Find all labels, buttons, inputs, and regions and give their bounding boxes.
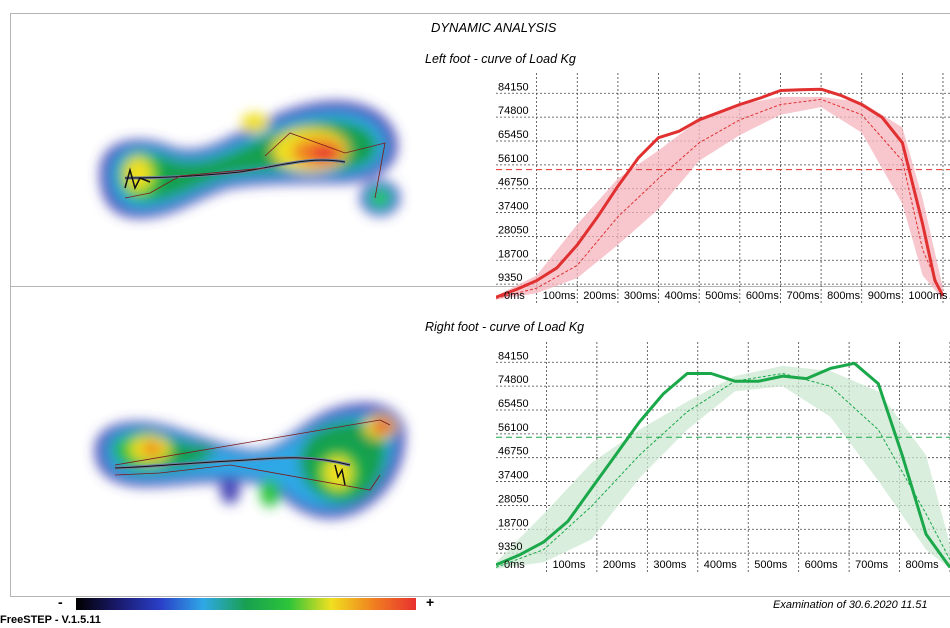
load-curve <box>496 361 950 569</box>
scale-plus-label: + <box>426 594 435 610</box>
x-tick-label: 600ms <box>746 290 780 302</box>
left-foot-title: Left foot - curve of Load Kg <box>425 52 576 66</box>
y-tick-label: 9350 <box>498 541 522 553</box>
y-tick-label: 18700 <box>498 517 529 529</box>
right-foot-load-chart: 84150 74800 65450 56100 46750 37400 28050 18700… <box>496 342 950 573</box>
average-load-curve <box>496 98 944 299</box>
y-tick-label: 18700 <box>498 248 529 260</box>
x-tick-label: 200ms <box>583 290 617 302</box>
y-tick-label: 84150 <box>498 81 529 93</box>
right-foot-load-plot: 84150 74800 65450 56100 46750 37400 28050 18700… <box>496 342 950 573</box>
y-tick-label: 28050 <box>498 224 529 236</box>
x-tick-label: 300ms <box>653 559 687 571</box>
right-foot-pressure-map <box>95 403 405 519</box>
y-tick-label: 65450 <box>498 129 529 141</box>
y-tick-label: 46750 <box>498 177 529 189</box>
x-tick-label: 0ms <box>504 559 525 571</box>
x-tick-label: 700ms <box>786 290 820 302</box>
left-foot-load-chart: 84150 74800 65450 56100 46750 37400 28050 18700… <box>496 73 950 304</box>
report-title: DYNAMIC ANALYSIS <box>431 20 557 35</box>
scale-minus-label: - <box>58 594 63 610</box>
y-tick-label: 65450 <box>498 398 529 410</box>
x-tick-label: 0ms <box>504 290 525 302</box>
section-divider <box>10 286 950 287</box>
x-tick-label: 800ms <box>906 559 940 571</box>
y-tick-label: 28050 <box>498 493 529 505</box>
y-tick-label: 74800 <box>498 105 529 117</box>
x-tick-label: 1000ms <box>908 290 948 302</box>
app-version: FreeSTEP - V.1.5.11 <box>0 614 101 626</box>
y-tick-label: 37400 <box>498 201 529 213</box>
x-tick-label: 300ms <box>624 290 658 302</box>
x-tick-label: 600ms <box>805 559 839 571</box>
y-tick-label: 37400 <box>498 470 529 482</box>
x-tick-label: 400ms <box>665 290 699 302</box>
x-tick-label: 100ms <box>543 290 577 302</box>
load-curve <box>496 87 945 299</box>
x-tick-label: 700ms <box>855 559 889 571</box>
load-range-band <box>496 365 950 569</box>
x-tick-label: 400ms <box>704 559 738 571</box>
left-foot-pressure-map <box>100 101 400 218</box>
x-tick-label: 500ms <box>705 290 739 302</box>
x-tick-label: 900ms <box>868 290 902 302</box>
left-foot-load-plot: 84150 74800 65450 56100 46750 37400 28050 18700… <box>496 73 950 304</box>
x-tick-label: 200ms <box>603 559 637 571</box>
y-tick-label: 84150 <box>498 350 529 362</box>
pressure-color-scale <box>76 598 416 610</box>
y-tick-label: 9350 <box>498 272 522 284</box>
load-range-band <box>496 96 943 300</box>
x-tick-label: 100ms <box>552 559 586 571</box>
x-tick-label: 800ms <box>827 290 861 302</box>
examination-date: Examination of 30.6.2020 11.51 <box>773 599 928 611</box>
y-tick-label: 56100 <box>498 153 529 165</box>
report-frame <box>10 13 950 597</box>
right-foot-title: Right foot - curve of Load Kg <box>425 320 585 334</box>
y-tick-label: 46750 <box>498 446 529 458</box>
y-tick-label: 56100 <box>498 422 529 434</box>
x-tick-label: 500ms <box>754 559 788 571</box>
y-tick-label: 74800 <box>498 374 529 386</box>
